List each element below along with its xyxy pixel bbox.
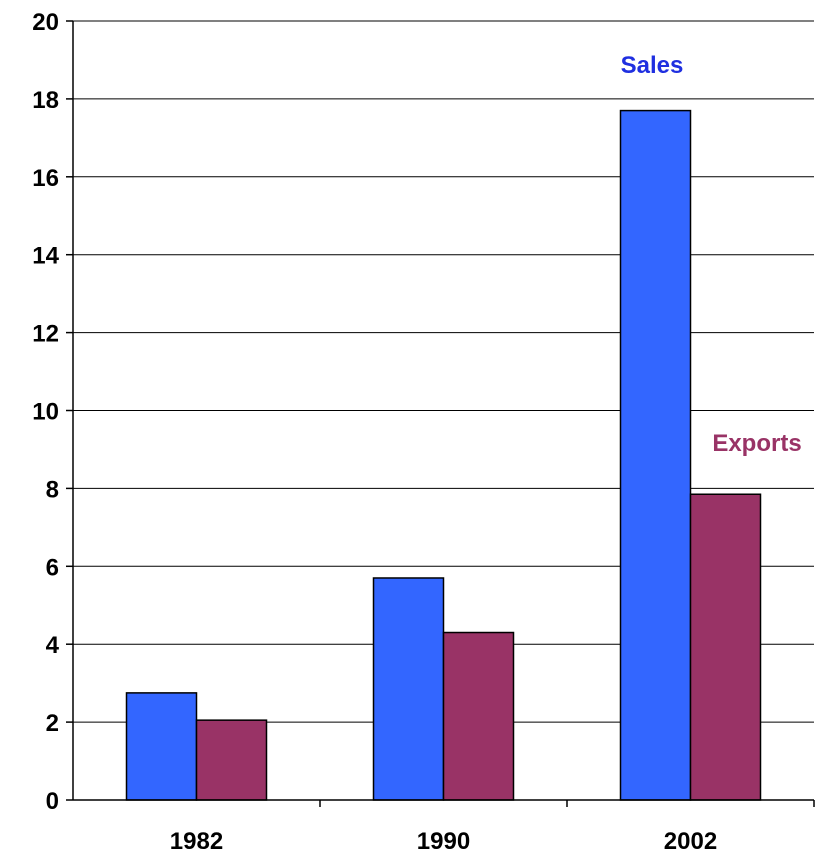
- bar-exports-1990: [442, 631, 515, 801]
- bars: [125, 109, 762, 801]
- y-tick-labels: 0 2 4 6 8 10 12 14 16 18 20: [32, 9, 59, 815]
- x-tick-label: 1990: [417, 828, 470, 855]
- y-tick-label: 20: [32, 9, 59, 36]
- y-tick-label: 0: [46, 788, 59, 815]
- y-tick-label: 18: [32, 87, 59, 114]
- x-tick-label: 1982: [170, 828, 223, 855]
- y-tick-label: 10: [32, 399, 59, 426]
- series-label-exports: Exports: [712, 430, 801, 457]
- y-tick-label: 14: [32, 243, 59, 270]
- bar-sales-1990: [372, 577, 445, 801]
- y-tick-label: 4: [46, 632, 60, 659]
- y-tick-label: 8: [46, 476, 59, 503]
- x-tick-labels: 1982 1990 2002: [170, 828, 717, 855]
- y-tick-label: 16: [32, 165, 59, 192]
- axes: [66, 20, 815, 807]
- y-tick-label: 2: [46, 710, 59, 737]
- y-tick-label: 6: [46, 554, 59, 581]
- bar-exports-1982: [195, 719, 268, 801]
- x-tick-label: 2002: [664, 828, 717, 855]
- bar-exports-2002: [689, 493, 762, 801]
- y-tick-label: 12: [32, 321, 59, 348]
- bar-sales-2002: [619, 109, 692, 801]
- gridlines: [73, 20, 814, 723]
- bar-sales-1982: [125, 692, 198, 801]
- series-label-sales: Sales: [621, 52, 684, 79]
